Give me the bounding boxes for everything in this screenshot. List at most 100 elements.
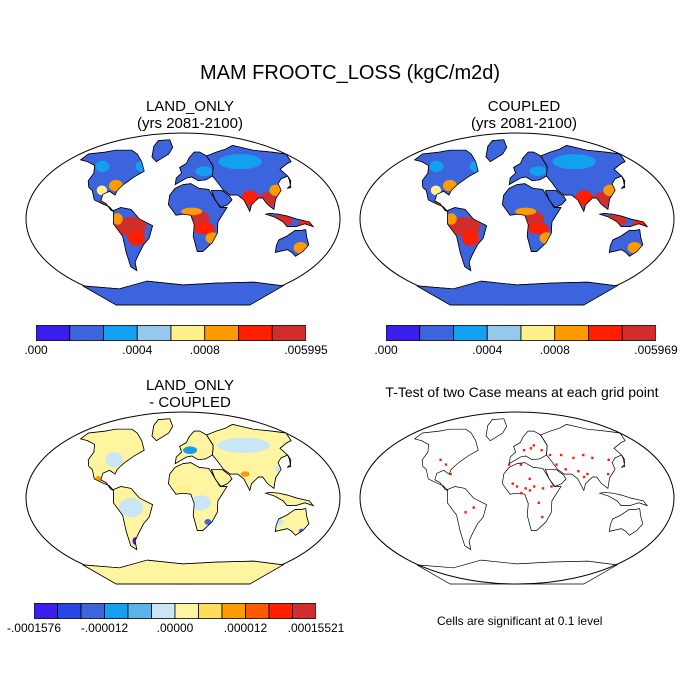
- colorbar-swatch: [588, 325, 623, 341]
- colorbar-swatches: [34, 603, 316, 619]
- panel-title-difference: LAND_ONLY - COUPLED: [25, 377, 355, 411]
- significant-cell: [528, 489, 532, 492]
- significant-cell: [586, 472, 589, 476]
- panel-title-coupled: COUPLED (yrs 2081-2100): [359, 98, 689, 132]
- coastline-southAmerica: [113, 207, 154, 272]
- colorbar-swatches: [36, 325, 306, 341]
- significant-cell: [564, 468, 567, 471]
- colorbar-tick-label: .005969: [634, 343, 678, 357]
- coastline-southAmerica: [447, 486, 488, 551]
- significant-cell: [540, 449, 543, 452]
- significant-cell: [472, 506, 475, 509]
- coastline-seasia: [598, 491, 649, 507]
- significant-cell: [541, 487, 545, 490]
- panel-title-line2: - COUPLED: [149, 394, 231, 411]
- field-blob: [240, 471, 250, 477]
- field-blob: [174, 485, 192, 492]
- field-blob: [194, 222, 216, 235]
- field-blob: [218, 154, 262, 170]
- coastline-arabia: [210, 468, 233, 487]
- colorbar-swatch: [621, 325, 656, 341]
- coastline-africa: [502, 462, 562, 531]
- coastline-greenland: [485, 139, 508, 163]
- colorbar-swatch: [136, 325, 172, 341]
- coastline-antarctica: [416, 559, 619, 585]
- colorbar-coupled: .000 .0004 .0008 .005969: [374, 325, 678, 365]
- significant-cell: [572, 456, 575, 460]
- colorbar-tick-label: .0008: [539, 343, 570, 357]
- colorbar-swatch: [104, 603, 129, 619]
- field-blob: [118, 498, 144, 518]
- field-blob: [181, 207, 203, 216]
- panel-title-line2: (yrs 2081-2100): [137, 115, 243, 132]
- colorbar-swatch: [268, 603, 293, 619]
- significant-cell: [555, 463, 558, 466]
- coastline-asia: [206, 145, 292, 213]
- coastline-europe: [174, 430, 214, 465]
- colorbar-tick-label: .00015521: [287, 621, 345, 635]
- colorbar-swatch: [520, 325, 556, 341]
- panel-title-land-only: LAND_ONLY (yrs 2081-2100): [25, 98, 355, 132]
- coastline-australia: [274, 229, 310, 257]
- coastline-japan: [621, 454, 626, 468]
- coastline-arabia: [544, 468, 567, 487]
- coastline-europe: [508, 151, 548, 186]
- field-blob: [217, 437, 270, 453]
- coastline-australia: [608, 229, 644, 257]
- map-coupled: [359, 132, 675, 306]
- significant-cell: [529, 447, 533, 450]
- coastline-greenland: [151, 418, 174, 442]
- significant-cell: [582, 453, 585, 457]
- field-blob: [195, 166, 213, 176]
- field-blob: [95, 160, 110, 173]
- coastline-northAmerica: [413, 428, 479, 491]
- significant-cell: [550, 485, 553, 488]
- map-difference: [25, 411, 341, 585]
- significant-cell: [520, 492, 523, 495]
- significant-cell: [524, 487, 527, 490]
- coastline-seasia: [264, 491, 315, 507]
- significant-cell: [444, 463, 448, 466]
- coastline-asia: [206, 424, 292, 492]
- colorbar-tick-label: .000012: [223, 621, 268, 635]
- coastline-arabia: [544, 189, 567, 208]
- significant-cell: [591, 456, 594, 460]
- colorbar-tick-label: .0004: [122, 343, 153, 357]
- coastline-northAmerica: [79, 149, 145, 212]
- colorbar-swatch: [174, 603, 199, 619]
- coastline-greenland: [485, 418, 508, 442]
- colorbar-tick-label: .000: [374, 343, 398, 357]
- field-blob: [183, 446, 198, 454]
- significant-cell: [541, 515, 544, 519]
- field-blob: [112, 213, 123, 225]
- field-blob: [429, 160, 444, 173]
- coastline-australia: [274, 508, 310, 536]
- significant-cell: [511, 482, 514, 485]
- colorbar-swatch: [170, 325, 206, 341]
- colorbar-swatch: [386, 325, 421, 341]
- significant-cell: [464, 511, 467, 514]
- field-blob: [204, 519, 212, 525]
- significant-cell: [533, 485, 536, 488]
- significant-cell: [522, 449, 526, 452]
- coastline-africa: [168, 462, 228, 531]
- globe-outline: [359, 411, 675, 585]
- colorbar-tick-label: -.0001576: [6, 621, 62, 635]
- significant-cell: [519, 463, 523, 466]
- significant-cell: [577, 470, 580, 473]
- coastline-asia: [540, 424, 626, 492]
- colorbar-swatch: [554, 325, 589, 341]
- significant-cell: [507, 463, 511, 466]
- colorbar-swatch: [198, 603, 223, 619]
- panel-title-line1: LAND_ONLY: [145, 377, 235, 394]
- coastline-africa: [168, 183, 228, 252]
- coastline-seasia: [264, 212, 315, 228]
- coastline-greenland: [151, 139, 174, 163]
- colorbar-tick-label: .0004: [472, 343, 503, 357]
- colorbar-land-only: .000 .0004 .0008 .005995: [24, 325, 328, 365]
- colorbar-swatch: [36, 325, 71, 341]
- panel-title-line1: COUPLED: [487, 98, 561, 115]
- significant-cell: [528, 477, 531, 481]
- colorbar-swatch: [292, 603, 316, 619]
- coastline-africa: [502, 183, 562, 252]
